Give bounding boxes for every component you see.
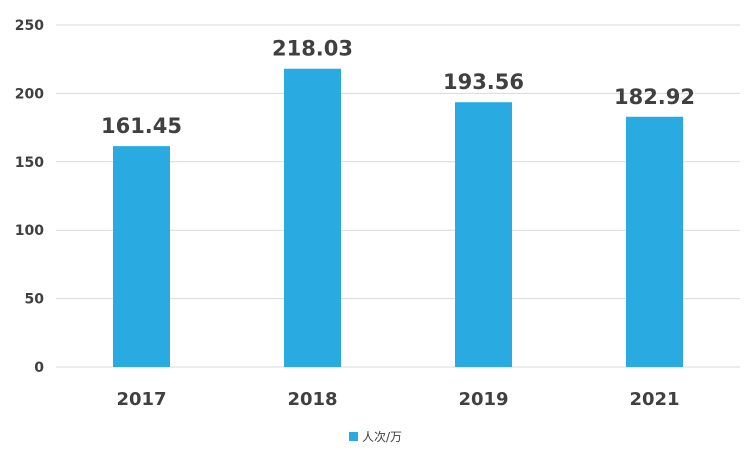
bar: [455, 102, 512, 367]
x-axis-ticks: 2017 2018 2019 2021: [116, 389, 679, 410]
y-tick-label: 200: [15, 86, 44, 102]
x-tick-label: 2019: [458, 389, 508, 410]
bar: [284, 69, 341, 367]
bars: [113, 69, 683, 367]
data-labels: 161.45 218.03 193.56 182.92: [101, 37, 695, 138]
x-tick-label: 2021: [629, 389, 679, 410]
data-label: 218.03: [272, 37, 353, 61]
y-tick-label: 100: [15, 223, 44, 239]
x-tick-label: 2017: [116, 389, 166, 410]
y-tick-label: 150: [15, 155, 44, 171]
data-label: 193.56: [443, 70, 524, 94]
y-tick-label: 0: [34, 360, 44, 376]
x-tick-label: 2018: [287, 389, 337, 410]
data-label: 161.45: [101, 114, 182, 138]
y-tick-label: 50: [25, 292, 45, 308]
legend-label: 人次/万: [362, 430, 402, 444]
data-label: 182.92: [614, 85, 695, 109]
legend: 人次/万: [349, 430, 402, 444]
y-axis-ticks: 0 50 100 150 200 250: [15, 18, 44, 376]
legend-swatch: [349, 432, 358, 441]
bar: [626, 117, 683, 367]
y-tick-label: 250: [15, 18, 44, 34]
bar: [113, 146, 170, 367]
